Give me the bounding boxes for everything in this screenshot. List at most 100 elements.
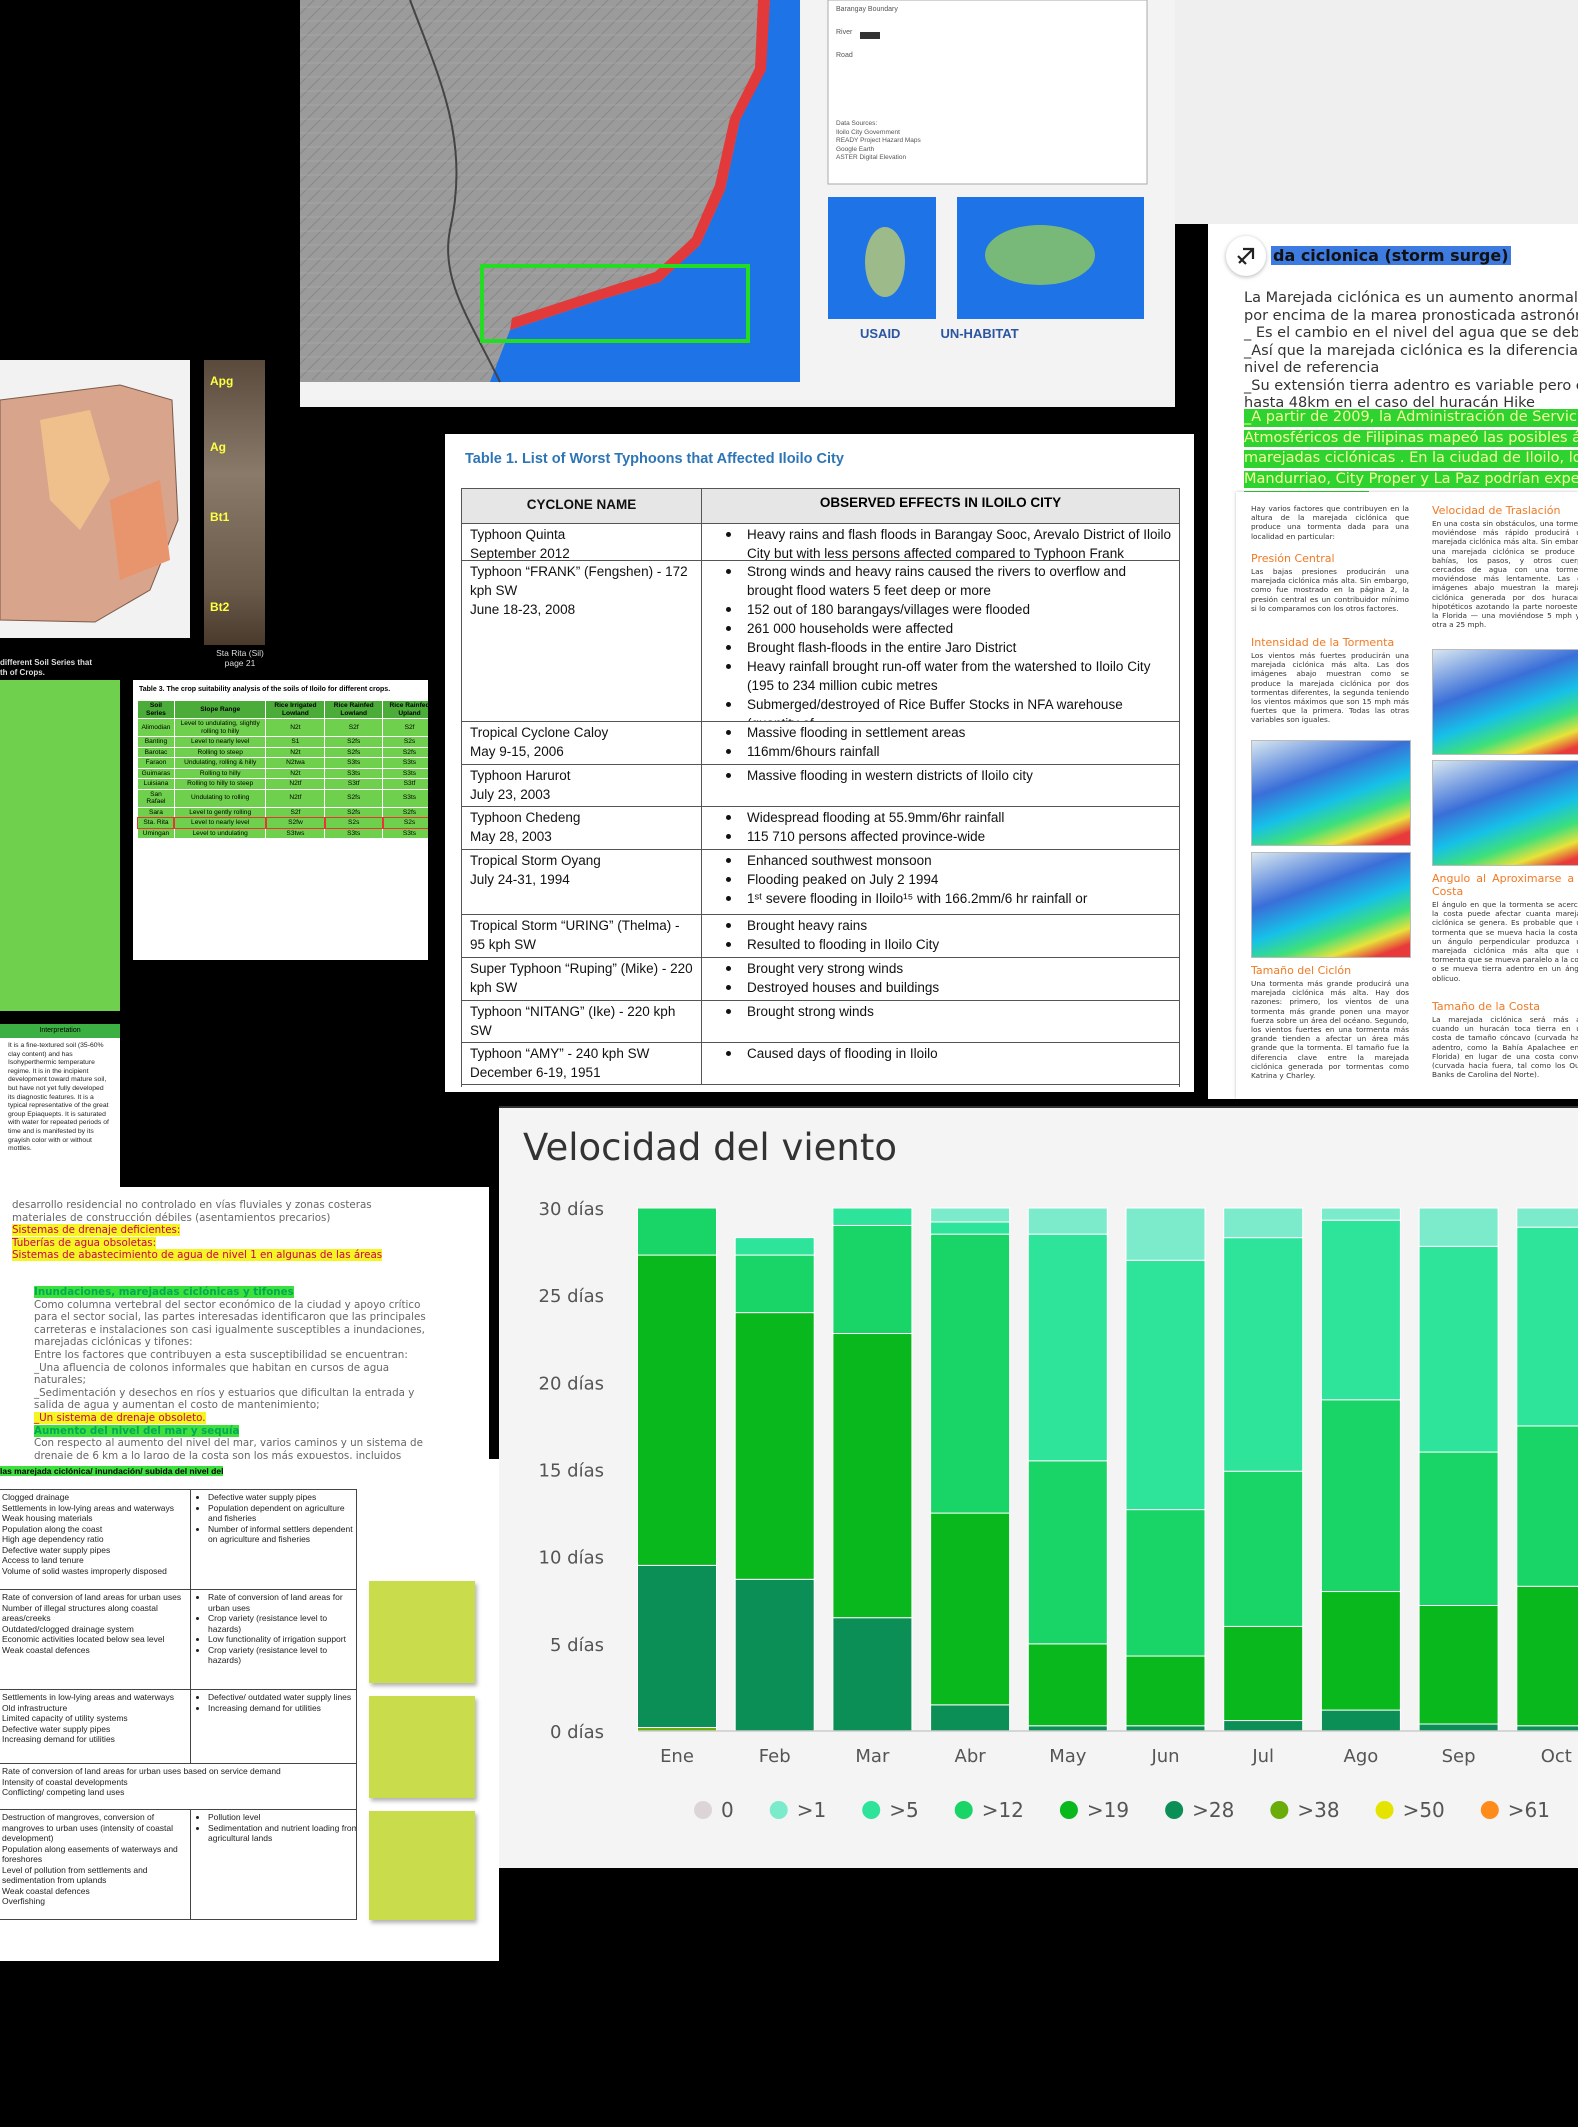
cell: S2fs <box>324 736 384 748</box>
note-row: _Un sistema de drenaje obsoleto. <box>34 1411 432 1425</box>
effect-item: Brought heavy rains <box>710 916 1175 935</box>
table-row: Guimaras Rolling to hilly N2t S3ts S3ts <box>137 767 428 779</box>
bar-segment <box>1418 1604 1499 1725</box>
highlighted-line: Sistemas de drenaje deficientes: <box>12 1224 181 1237</box>
text-line: hasta 48km en el caso del huracán Hike <box>1244 395 1535 411</box>
x-tick-label: Feb <box>759 1746 791 1767</box>
bar-segment <box>1125 1509 1206 1657</box>
effects-cell: Massive flooding in settlement areas 116m… <box>710 723 1175 761</box>
profile-caption: Sta Rita (Sil) page 21 <box>204 648 276 668</box>
doc-section: Presión Central Las bajas presiones produ… <box>1251 552 1409 613</box>
doc-section: Angulo al Aproximarse a la Costa El ángul… <box>1432 872 1578 983</box>
cell: Sta. Rita <box>136 816 176 829</box>
right-cell: Defective water supply pipesPopulation d… <box>196 1492 356 1545</box>
legend-item: Road <box>836 52 853 59</box>
highlighted-line: _Un sistema de drenaje obsoleto. <box>34 1411 206 1424</box>
factor: Outdated/clogged drainage system <box>2 1623 134 1634</box>
cell: S3ts <box>382 827 428 839</box>
table-row: Sara Level to gently rolling S2f S2fs S2fs <box>137 806 428 818</box>
factor: Crop variety (resistance level to hazard… <box>208 1645 356 1666</box>
factor: Settlements in low-lying areas and water… <box>2 1692 174 1702</box>
interpretation-box: Interpretation It is a fine-textured soi… <box>0 1024 120 1187</box>
x-tick-label: Ene <box>660 1746 694 1767</box>
table-row: Typhoon “FRANK” (Fengshen) - 172 kph SW J… <box>462 560 1179 722</box>
effect-item: 115 710 persons affected province-wide <box>710 827 1175 846</box>
name-line: Super Typhoon “Ruping” (Mike) - 220 kph … <box>470 961 693 995</box>
left-cell: Settlements in low-lying areas and water… <box>0 1692 188 1745</box>
cell: Level to undulating, slightly rolling to… <box>173 718 267 737</box>
cell: Luisiana <box>137 778 175 790</box>
storm-surge-text: La Marejada ciclónica es un aumento anor… <box>1244 290 1578 413</box>
table-row: Typhoon Harurot July 23, 2003 Massive floo… <box>462 764 1179 807</box>
effect-item: Massive flooding in settlement areas <box>710 723 1175 742</box>
highlighted-line: Sistemas de abastecimiento de agua de ni… <box>12 1249 383 1262</box>
bar-segment <box>930 1512 1011 1706</box>
legend-marker <box>1375 1801 1394 1819</box>
bar-segment <box>1516 1585 1578 1727</box>
section-heading: Tamaño de la Costa <box>1432 1000 1541 1013</box>
bar-segment <box>1223 1720 1304 1732</box>
hyperlink-button[interactable] <box>1226 236 1266 276</box>
x-tick-label: Mar <box>855 1746 890 1767</box>
highlight-row: marejadas ciclónicas . En la ciudad de I… <box>1244 447 1578 468</box>
table-row: Faraon Undulating, rolling & hilly N2twa S3… <box>137 757 428 769</box>
name-line: Tropical Storm Oyang <box>470 853 601 868</box>
table3-title: Table 3. The crop suitability analysis o… <box>139 686 391 693</box>
legend-label: >28 <box>1192 1798 1234 1822</box>
legend-item: River <box>836 29 853 36</box>
factor: Defective water supply pipes <box>2 1544 111 1555</box>
effect-item: 261 000 households were affected <box>710 619 1175 638</box>
profile-label: Bt1 <box>210 510 230 524</box>
cell: Sara <box>137 806 175 818</box>
factor: Number of informal settlers dependent on… <box>208 1524 356 1545</box>
bar-segment <box>930 1704 1011 1732</box>
section-text: Los vientos más fuertes producirán una m… <box>1251 651 1409 725</box>
name-cell: Typhoon Harurot July 23, 2003 <box>462 764 702 806</box>
bar-segment <box>734 1237 815 1256</box>
bar-segment <box>637 1254 717 1566</box>
text-line: _ Es el cambio en el nivel del agua que … <box>1244 325 1578 341</box>
cell: S2fs <box>324 788 384 808</box>
source-line: READY Project Hazard Maps <box>836 137 921 144</box>
name-cell: Tropical Storm Oyang July 24-31, 1994 <box>462 849 702 914</box>
table-row: Umingan Level to undulating S3tws S3ts S3ts <box>137 827 428 839</box>
bar-segment <box>930 1221 1011 1235</box>
section-text: En una costa sin obstáculos, una torment… <box>1432 519 1578 630</box>
source-line: Google Earth <box>836 145 875 153</box>
y-tick-label: 10 días <box>539 1548 604 1569</box>
effects-cell: Strong winds and heavy rains caused the … <box>710 562 1175 721</box>
legend-swatch <box>860 32 880 39</box>
cell: S1 <box>265 736 326 748</box>
table3-panel: Table 3. The crop suitability analysis o… <box>133 680 428 960</box>
text-line: La Marejada ciclónica es un aumento anor… <box>1244 290 1578 306</box>
bar-segment <box>1223 1237 1304 1472</box>
table-row: Banting Level to nearly level S1 S2fs S2s <box>137 736 428 748</box>
factor: High age dependency ratio <box>2 1534 104 1544</box>
effect-item: Enhanced southwest monsoon <box>710 851 1175 870</box>
note-row: Sistemas de drenaje deficientes: <box>12 1224 432 1237</box>
source-line: Data Sources: <box>836 120 878 127</box>
spacer <box>12 1262 432 1286</box>
effect-item: Massive flooding in western districts of… <box>710 766 1175 785</box>
bar-segment <box>1027 1460 1108 1645</box>
cell: Level to nearly level <box>173 816 267 829</box>
name-cell: Tropical Storm “URING” (Thelma) - 95 kph… <box>462 914 702 957</box>
bar-segment <box>1516 1207 1578 1228</box>
cell: Guimaras <box>137 767 175 779</box>
interpretation-heading: Interpretation <box>0 1024 120 1038</box>
bar-segment <box>1027 1233 1108 1462</box>
cell: N2tf <box>265 778 326 790</box>
x-tick-label: May <box>1049 1746 1087 1767</box>
bar-segment <box>1320 1399 1401 1593</box>
x-tick-label: Jun <box>1150 1746 1179 1767</box>
effect-item: Flooding peaked on July 2 1994 <box>710 870 1175 889</box>
table-row: Barotac Rolling to steep N2t S2fs S2fs <box>137 746 428 758</box>
map-legend: Barangay Boundary River Road <box>836 4 898 73</box>
table-row: Typhoon Quinta September 2012 Heavy rains … <box>462 523 1179 561</box>
source-line: Iloilo City Government <box>836 128 900 136</box>
note-line: desarrollo residencial no controlado en … <box>12 1199 372 1211</box>
legend-label: >1 <box>797 1798 826 1822</box>
bar-segment <box>734 1254 815 1314</box>
factor: Number of illegal structures along coast… <box>2 1602 158 1624</box>
